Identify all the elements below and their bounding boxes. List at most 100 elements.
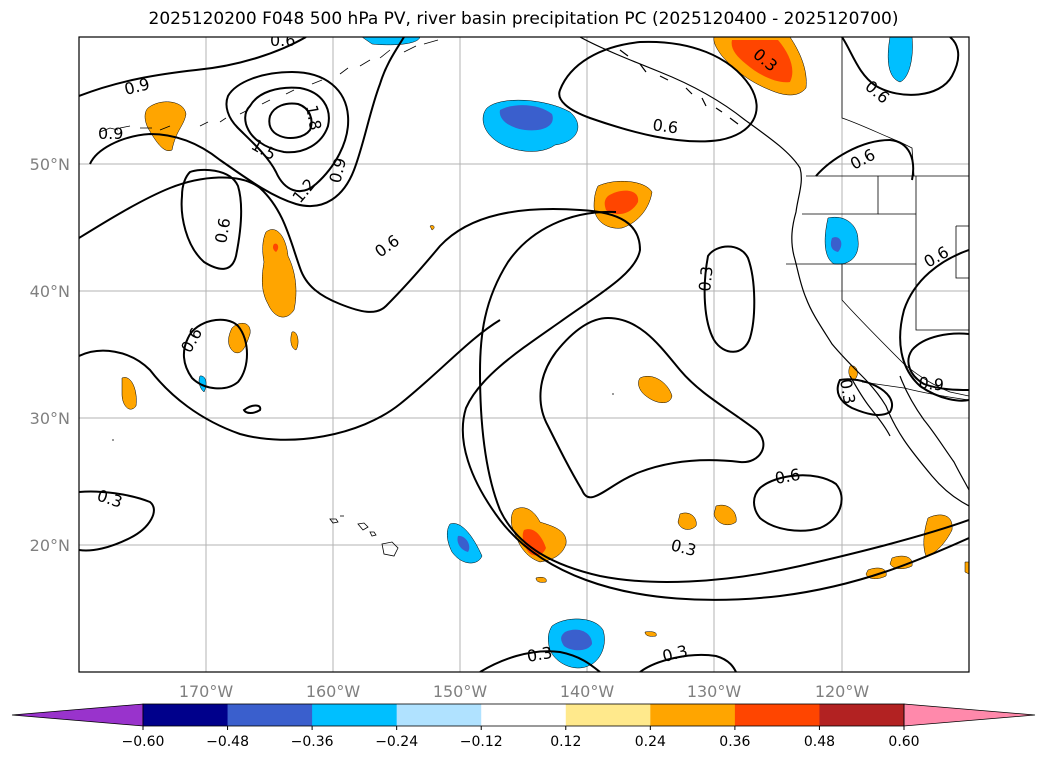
contour-label: 0.6 bbox=[773, 465, 801, 488]
colorbar-bin bbox=[312, 704, 398, 726]
colorbar-bin bbox=[227, 704, 313, 726]
colorbar-tick-label: −0.36 bbox=[291, 734, 334, 750]
colorbar-bin bbox=[396, 704, 482, 726]
pv-contour-small bbox=[242, 404, 262, 414]
colorbar-extend-high bbox=[903, 703, 1036, 727]
pv-contour-0.3-trough bbox=[478, 210, 969, 583]
pv-contour-0.3 bbox=[703, 245, 756, 353]
colorbar-tick-label: 0.60 bbox=[888, 734, 919, 750]
north-america-coast bbox=[579, 37, 969, 507]
colorbar-bin bbox=[481, 704, 567, 726]
colorbar-tick-label: −0.12 bbox=[460, 734, 503, 750]
contour-label: 0.3 bbox=[695, 265, 717, 292]
pv-contour-1.8 bbox=[268, 102, 313, 139]
lon-tick-labels: 170°W 160°W 150°W 140°W 130°W 120°W bbox=[179, 682, 870, 701]
colorbar-bin bbox=[143, 704, 229, 726]
colorbar-tick-label: 0.48 bbox=[804, 734, 835, 750]
pv-contour-0.6-us bbox=[815, 138, 915, 181]
lon-tick-label: 120°W bbox=[815, 682, 870, 701]
precip-negative-core bbox=[561, 629, 592, 651]
precip-positive-area bbox=[889, 555, 913, 569]
baja-coast bbox=[849, 375, 891, 437]
precip-positive-area bbox=[262, 229, 297, 318]
precip-positive-area bbox=[228, 322, 251, 354]
lon-tick-label: 160°W bbox=[306, 682, 361, 701]
precip-positive-area bbox=[429, 225, 435, 231]
pv-contour-0.3-inner bbox=[539, 316, 765, 499]
state-borders bbox=[786, 37, 969, 401]
pv-contour-0.6-se-loop bbox=[753, 474, 843, 532]
precip-positive-core bbox=[272, 243, 279, 252]
pv-contours bbox=[79, 37, 969, 672]
colorbar-tick-label: −0.60 bbox=[122, 734, 165, 750]
colorbar-tick-labels: −0.60 −0.48 −0.36 −0.24 −0.12 0.12 0.24 0.36 0.4… bbox=[122, 726, 920, 750]
contour-label: 0.9 bbox=[918, 373, 945, 395]
precip-negative-core bbox=[457, 535, 470, 552]
precip-fill-layer bbox=[121, 37, 969, 669]
coastal-islands bbox=[619, 49, 739, 125]
pv-contour-0.9-inner bbox=[907, 332, 969, 391]
precip-positive-area bbox=[644, 631, 657, 637]
pv-contour-1.2 bbox=[225, 70, 350, 193]
lat-tick-label: 50°N bbox=[30, 155, 70, 174]
contour-label: 0.9 bbox=[98, 124, 123, 143]
precip-positive-area bbox=[923, 514, 953, 557]
pv-contour-0.9 bbox=[79, 37, 307, 97]
precip-positive-area bbox=[144, 101, 187, 152]
colorbar-tick-label: −0.24 bbox=[375, 734, 418, 750]
pv-contour-0.9-loop bbox=[89, 37, 405, 208]
lat-tick-labels: 50°N 40°N 30°N 20°N bbox=[30, 155, 70, 555]
colorbar-bin bbox=[819, 704, 905, 726]
pv-contour-0.9-se bbox=[899, 249, 969, 402]
colorbar-bin bbox=[650, 704, 736, 726]
pv-contour-coast-0.3 bbox=[836, 378, 894, 416]
precip-positive-area bbox=[290, 331, 299, 351]
lon-tick-label: 130°W bbox=[687, 682, 742, 701]
lat-tick-label: 20°N bbox=[30, 536, 70, 555]
contour-label: 0.6 bbox=[211, 216, 234, 244]
colorbar-bin bbox=[565, 704, 651, 726]
contour-label: 0.6 bbox=[270, 31, 295, 50]
colorbar-extend-low bbox=[11, 703, 144, 727]
precip-positive-area bbox=[677, 512, 697, 530]
precip-negative-area bbox=[824, 216, 859, 265]
precip-positive-area bbox=[713, 504, 737, 525]
lat-tick-label: 30°N bbox=[30, 409, 70, 428]
islands bbox=[99, 39, 614, 557]
pv-contour-0.3-bottom-right bbox=[639, 653, 737, 672]
colorbar-tick-label: 0.24 bbox=[635, 734, 666, 750]
precip-positive-area bbox=[121, 377, 137, 410]
colorbar-bin bbox=[734, 704, 820, 726]
map-title: 2025120200 F048 500 hPa PV, river basin … bbox=[148, 9, 899, 29]
lon-tick-label: 140°W bbox=[560, 682, 615, 701]
pv-contour-0.6-loop bbox=[182, 318, 248, 390]
coastlines bbox=[579, 37, 969, 507]
pv-contour-0.6-inner bbox=[180, 168, 243, 270]
aleutian-islands bbox=[99, 39, 439, 133]
contour-label: 0.6 bbox=[651, 115, 679, 137]
precip-positive-core bbox=[604, 190, 639, 215]
colorbar bbox=[11, 703, 1036, 727]
precip-positive-area bbox=[535, 576, 547, 583]
colorbar-tick-label: 0.36 bbox=[719, 734, 750, 750]
pv-contour-0.6-coast bbox=[841, 37, 960, 96]
pv-contour-0.6-east bbox=[558, 40, 758, 143]
precip-negative-core bbox=[830, 237, 842, 252]
lat-tick-label: 40°N bbox=[30, 282, 70, 301]
pv-contour-0.3-west bbox=[79, 490, 155, 552]
precip-negative-core bbox=[499, 105, 553, 131]
pv-contour-0.6-west bbox=[79, 319, 501, 441]
lon-tick-label: 170°W bbox=[179, 682, 234, 701]
map-border bbox=[78, 36, 970, 673]
precip-negative-area bbox=[887, 37, 913, 83]
precip-positive-area bbox=[964, 561, 969, 575]
pv-contour-0.3-bottom bbox=[479, 650, 601, 672]
pv-contour-0.6 bbox=[79, 176, 969, 601]
precip-positive-area bbox=[638, 376, 673, 403]
precip-positive-core bbox=[731, 40, 793, 83]
colorbar-tick-label: −0.48 bbox=[206, 734, 249, 750]
colorbar-outline bbox=[142, 703, 905, 727]
pv-contour-1.5 bbox=[244, 86, 330, 154]
contour-label: 0.3 bbox=[525, 643, 553, 666]
